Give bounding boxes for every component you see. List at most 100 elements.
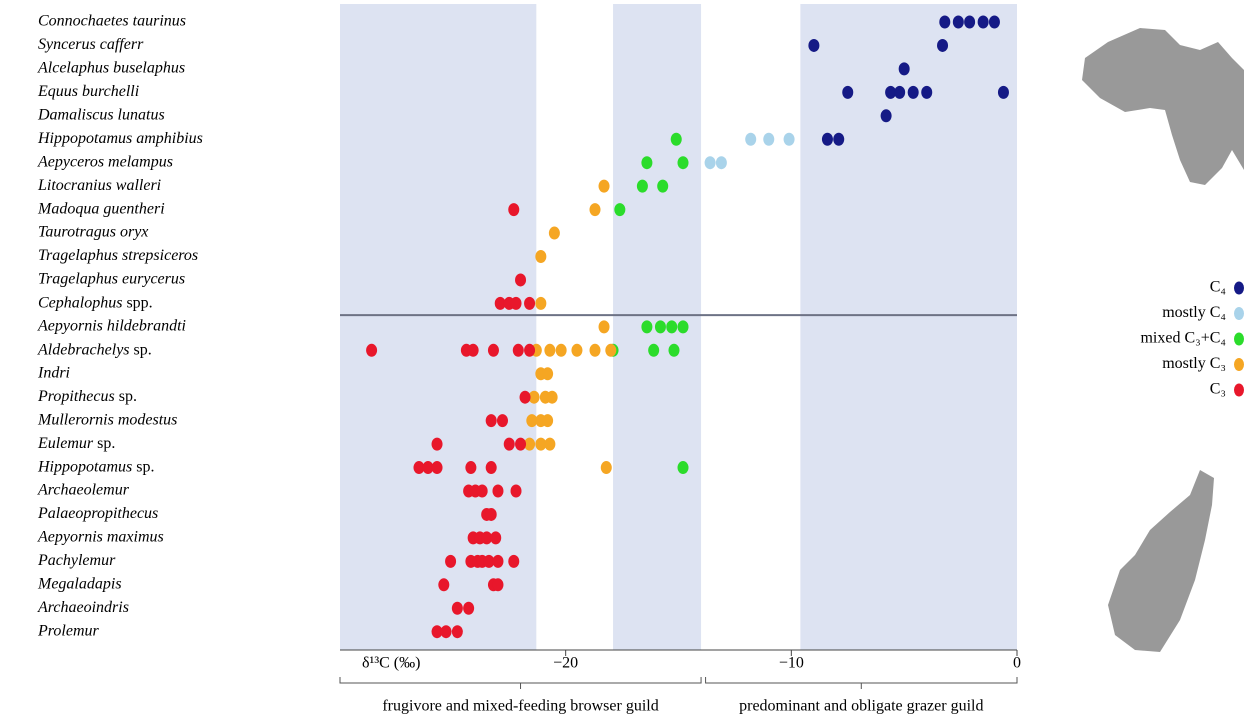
- data-point: [463, 602, 474, 615]
- species-label: Tragelaphus strepsiceros: [38, 247, 198, 264]
- page: {"chart_data": {"type": "scatter", "cate…: [0, 0, 1244, 722]
- guild-brace: [706, 677, 1017, 689]
- species-label: Aepyornis maximus: [37, 529, 164, 546]
- data-point: [678, 461, 689, 474]
- data-point: [601, 461, 612, 474]
- x-tick-label: −20: [553, 655, 578, 672]
- data-point: [549, 227, 560, 240]
- africa-map: [1082, 28, 1244, 185]
- data-point: [921, 86, 932, 99]
- species-label: Megaladapis: [37, 575, 122, 592]
- data-point: [515, 273, 526, 286]
- data-point: [535, 297, 546, 310]
- data-point: [504, 438, 515, 451]
- data-point: [678, 320, 689, 333]
- species-label: Aepyornis hildebrandti: [37, 318, 186, 335]
- data-point: [544, 344, 555, 357]
- data-point: [452, 602, 463, 615]
- species-label: Aepyceros melampus: [37, 153, 173, 170]
- species-label: Alcelaphus buselaphus: [37, 60, 185, 77]
- data-point: [998, 86, 1009, 99]
- legend-label: mixed C₃+C₄: [1140, 330, 1226, 347]
- data-point: [492, 578, 503, 591]
- data-point: [524, 344, 535, 357]
- species-label: Pachylemur: [37, 552, 116, 569]
- data-point: [513, 344, 524, 357]
- species-label: Eulemur sp.: [37, 435, 115, 452]
- data-point: [833, 133, 844, 146]
- species-label: Madoqua guentheri: [37, 200, 165, 217]
- data-point: [486, 508, 497, 521]
- data-point: [486, 414, 497, 427]
- data-point: [705, 156, 716, 169]
- data-point: [937, 39, 948, 52]
- madagascar-map: [1108, 470, 1214, 652]
- data-point: [808, 39, 819, 52]
- data-point: [678, 156, 689, 169]
- species-label: Archaeoindris: [37, 599, 129, 616]
- data-point: [648, 344, 659, 357]
- data-point: [535, 250, 546, 263]
- data-point: [641, 156, 652, 169]
- species-label: Connochaetes taurinus: [38, 13, 186, 30]
- legend-marker: [1234, 333, 1244, 346]
- legend-label: mostly C₃: [1162, 355, 1226, 372]
- data-point: [614, 203, 625, 216]
- data-point: [468, 344, 479, 357]
- data-point: [438, 578, 449, 591]
- data-point: [605, 344, 616, 357]
- data-point: [520, 391, 531, 404]
- species-label: Tragelaphus eurycerus: [38, 271, 185, 288]
- x-tick-label: −10: [779, 655, 804, 672]
- data-point: [524, 297, 535, 310]
- species-label: Cephalophus spp.: [38, 294, 153, 311]
- data-point: [637, 180, 648, 193]
- species-label: Equus burchelli: [37, 83, 139, 100]
- legend-label: mostly C₄: [1162, 304, 1226, 321]
- species-label: Mullerornis modestus: [37, 411, 177, 428]
- data-point: [542, 367, 553, 380]
- data-point: [452, 625, 463, 638]
- guild-label: predominant and obligate grazer guild: [739, 698, 983, 715]
- legend-marker: [1234, 358, 1244, 371]
- data-point: [511, 485, 522, 498]
- data-point: [542, 414, 553, 427]
- data-point: [881, 109, 892, 122]
- data-point: [894, 86, 905, 99]
- data-point: [953, 16, 964, 29]
- legend-marker: [1234, 307, 1244, 320]
- species-label: Hippopotamus sp.: [37, 458, 154, 475]
- data-point: [547, 391, 558, 404]
- data-point: [590, 344, 601, 357]
- data-point: [515, 438, 526, 451]
- data-point: [556, 344, 567, 357]
- data-point: [655, 320, 666, 333]
- species-label: Damaliscus lunatus: [37, 106, 165, 123]
- data-point: [908, 86, 919, 99]
- data-point: [763, 133, 774, 146]
- plot: Connochaetes taurinus Syncerus cafferr Alc…: [37, 4, 1244, 715]
- species-label: Syncerus cafferr: [38, 36, 144, 53]
- data-point: [441, 625, 452, 638]
- legend-marker: [1234, 282, 1244, 295]
- data-point: [497, 414, 508, 427]
- data-point: [486, 461, 497, 474]
- data-point: [989, 16, 1000, 29]
- species-label: Palaeopropithecus: [37, 505, 158, 522]
- x-axis-label: δ¹³C (‰): [362, 655, 420, 672]
- species-label: Propithecus sp.: [37, 388, 137, 405]
- data-point: [445, 555, 456, 568]
- chart: Connochaetes taurinus Syncerus cafferr Alc…: [0, 0, 1244, 722]
- data-point: [784, 133, 795, 146]
- data-point: [964, 16, 975, 29]
- species-label: Litocranius walleri: [37, 177, 161, 194]
- species-label: Indri: [37, 364, 70, 381]
- data-point: [671, 133, 682, 146]
- data-point: [939, 16, 950, 29]
- data-point: [477, 485, 488, 498]
- data-point: [666, 320, 677, 333]
- x-tick-label: 0: [1013, 655, 1021, 672]
- legend-label: C₃: [1210, 381, 1226, 398]
- legend-label: C₄: [1210, 279, 1227, 296]
- data-point: [490, 531, 501, 544]
